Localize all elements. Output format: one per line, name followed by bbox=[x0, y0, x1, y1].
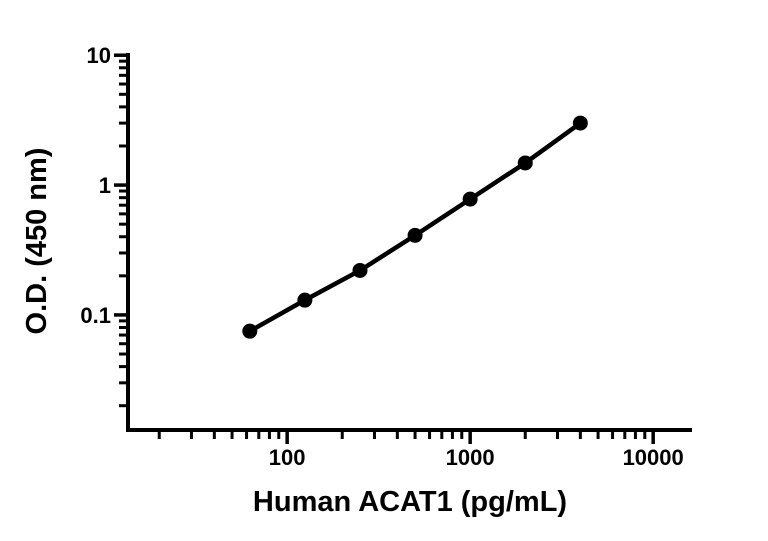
axes bbox=[126, 53, 692, 432]
data-point bbox=[407, 227, 423, 243]
data-point bbox=[352, 262, 368, 278]
axis-ticks bbox=[114, 53, 655, 444]
x-tick-label: 10000 bbox=[623, 445, 684, 470]
y-tick-label: 10 bbox=[87, 43, 111, 68]
data-point bbox=[462, 191, 478, 207]
data-point bbox=[572, 115, 588, 131]
data-point bbox=[517, 155, 533, 171]
data-series bbox=[242, 115, 588, 339]
y-tick-label: 0.1 bbox=[80, 303, 111, 328]
x-axis-title: Human ACAT1 (pg/mL) bbox=[253, 486, 567, 518]
axis-tick-labels: 100 1000 10000 0.1 1 10 bbox=[80, 43, 683, 470]
axis-frame bbox=[126, 53, 692, 432]
y-axis-title: O.D. (450 nm) bbox=[21, 148, 53, 335]
data-point bbox=[297, 292, 313, 308]
x-tick-label: 100 bbox=[269, 445, 306, 470]
y-tick-label: 1 bbox=[99, 173, 111, 198]
x-tick-label: 1000 bbox=[446, 445, 495, 470]
data-point bbox=[242, 323, 258, 339]
